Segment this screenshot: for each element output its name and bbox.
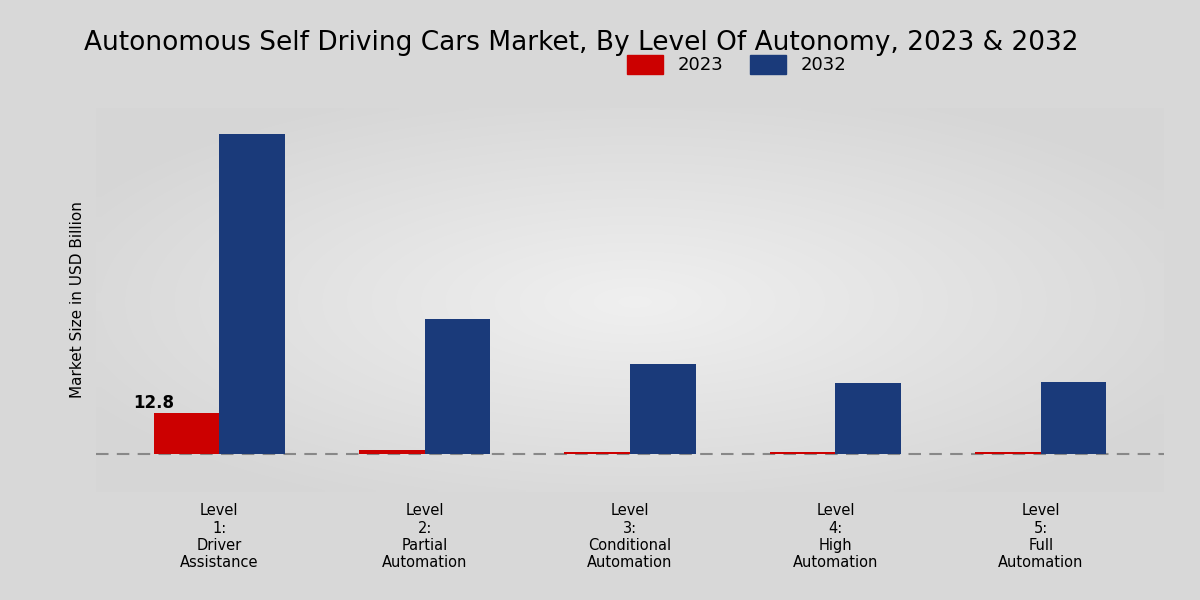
Bar [1040,382,1106,454]
Bar [769,452,835,454]
Legend: 2023, 2032: 2023, 2032 [619,48,854,82]
Bar [564,452,630,454]
Y-axis label: Market Size in USD Billion: Market Size in USD Billion [70,202,85,398]
Text: 12.8: 12.8 [133,394,174,412]
Bar [359,450,425,454]
Bar [220,134,284,454]
Text: Autonomous Self Driving Cars Market, By Level Of Autonomy, 2023 & 2032: Autonomous Self Driving Cars Market, By … [84,30,1079,56]
Bar [835,383,901,454]
Bar [154,413,220,454]
Bar [976,452,1040,454]
Bar [630,364,696,454]
Bar [425,319,491,454]
